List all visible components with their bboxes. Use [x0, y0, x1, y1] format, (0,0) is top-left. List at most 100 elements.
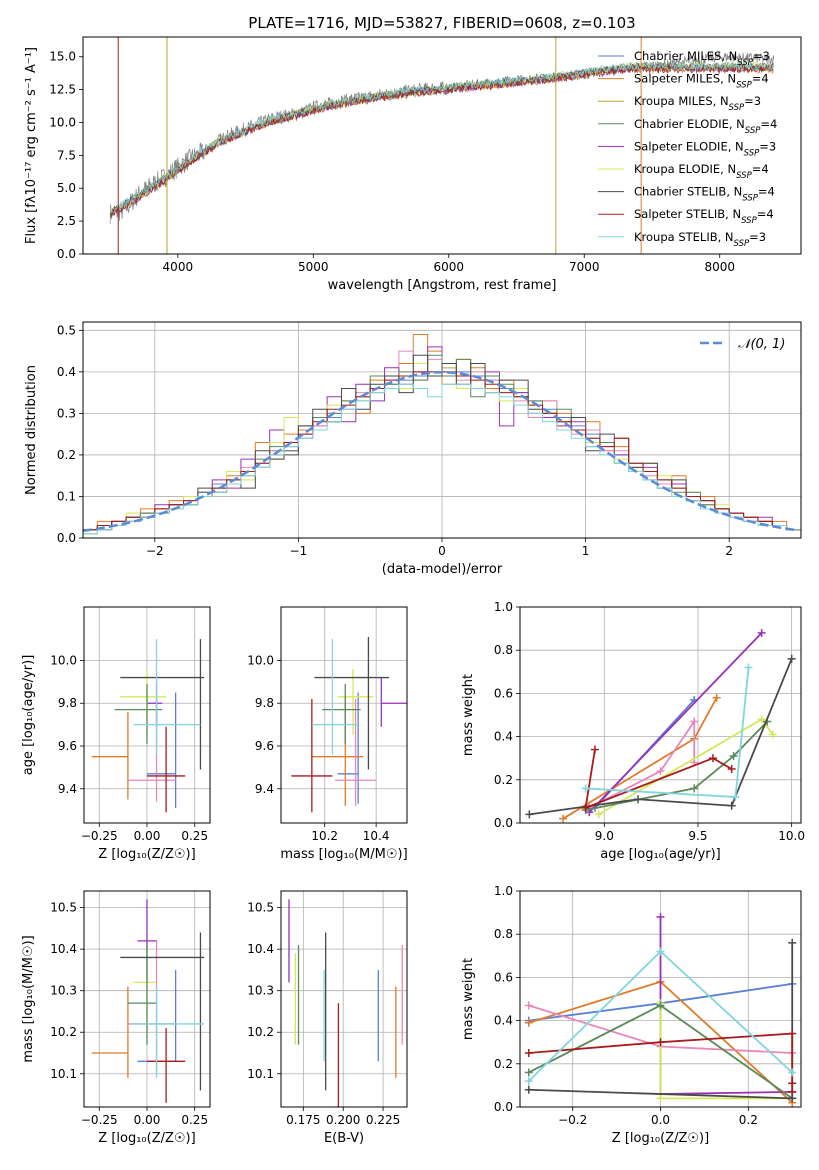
plot-area: [109, 37, 775, 254]
x-tick-label: 5000: [298, 260, 329, 274]
y-tick-label: 10.4: [247, 942, 274, 956]
panel-age_vs_Z: −0.25 0.00 0.25 9.4 9.6 9.8 10.0 Z [log₁₀(Z/Z☉)…: [21, 606, 211, 862]
weight-line: [659, 916, 793, 1095]
x-tick-label: −1: [290, 544, 308, 558]
legend-label: Salpeter ELODIE, NSSP=3: [634, 139, 776, 158]
y-tick-label: 10.0: [247, 653, 274, 667]
y-tick-label: 0.8: [494, 643, 513, 657]
legend-label: Salpeter MILES, NSSP=4: [634, 72, 769, 91]
y-tick-label: 10.0: [49, 115, 76, 129]
y-tick-label: 0.2: [494, 1057, 513, 1071]
y-tick-label: 2.5: [57, 214, 76, 228]
axes-frame: [82, 321, 802, 539]
y-axis-label: Normed distribution: [24, 365, 39, 495]
x-tick-label: 0.225: [366, 1113, 400, 1127]
x-tick-label: 10.0: [778, 829, 805, 843]
y-tick-label: 9.4: [255, 782, 274, 796]
x-axis-label: Z [log₁₀(Z/Z☉)]: [612, 1131, 709, 1146]
legend-label: 𝒩(0, 1): [738, 337, 785, 352]
plot-area: [91, 639, 205, 813]
x-tick-label: 10.2: [311, 829, 338, 843]
legend-label: Chabrier ELODIE, NSSP=4: [634, 117, 777, 136]
y-tick-label: 0.0: [57, 531, 76, 545]
normal-curve: [83, 371, 799, 532]
x-tick-label: −0.2: [558, 1113, 587, 1127]
x-tick-label: 4000: [163, 260, 194, 274]
y-tick-label: 0.6: [494, 970, 513, 984]
x-tick-label: 2: [725, 544, 733, 558]
x-tick-label: 8000: [704, 260, 735, 274]
y-tick-label: 10.5: [50, 901, 77, 915]
y-tick-label: 9.6: [58, 739, 77, 753]
y-tick-label: 0.0: [494, 1100, 513, 1114]
y-tick-label: 10.1: [247, 1067, 274, 1081]
x-tick-label: 0: [438, 544, 446, 558]
y-tick-label: 10.3: [50, 984, 77, 998]
y-axis-label: age [log₁₀(age/yr)]: [21, 655, 36, 776]
x-tick-label: 10.4: [363, 829, 390, 843]
x-tick-label: 9.5: [688, 829, 707, 843]
x-tick-label: 0.200: [326, 1113, 360, 1127]
x-tick-label: 0.175: [286, 1113, 320, 1127]
y-axis-label: mass weight: [461, 958, 476, 1040]
weight-line: [529, 658, 793, 816]
y-tick-label: 10.3: [247, 984, 274, 998]
y-tick-label: 0.0: [494, 816, 513, 830]
y-tick-label: 1.0: [494, 884, 513, 898]
x-axis-label: age [log₁₀(age/yr)]: [600, 847, 721, 862]
plot-area: [525, 628, 796, 823]
plot-area: [291, 636, 407, 813]
x-axis-label: wavelength [Angstrom, rest frame]: [328, 278, 557, 293]
x-tick-label: 0.0: [651, 1113, 670, 1127]
x-axis-label: Z [log₁₀(Z/Z☉)]: [98, 847, 195, 862]
x-tick-label: −2: [146, 544, 164, 558]
weight-line: [588, 718, 696, 809]
panel-weight_vs_Z: −0.2 0.0 0.2 0.0 0.2 0.4 0.6 0.8 1.0 Z [log₁₀(Z/Z…: [461, 884, 802, 1146]
x-axis-label: Z [log₁₀(Z/Z☉)]: [98, 1131, 195, 1146]
y-tick-label: 10.2: [50, 1025, 77, 1039]
legend-label: Chabrier STELIB, NSSP=4: [634, 185, 775, 204]
panel-mass_vs_ebv: 0.175 0.200 0.225 10.1 10.2 10.3 10.4 10.5 E(B-V…: [247, 890, 408, 1146]
y-tick-label: 9.8: [255, 696, 274, 710]
axes-frame: [280, 606, 408, 824]
y-tick-label: 0.4: [57, 365, 76, 379]
x-tick-label: −0.25: [81, 1113, 118, 1127]
x-tick-label: 9.0: [595, 829, 614, 843]
y-tick-label: 9.6: [255, 739, 274, 753]
panel-mass_vs_Z: −0.25 0.00 0.25 10.1 10.2 10.3 10.4 10.5 Z [log₁…: [21, 890, 211, 1146]
y-axis-label: Flux [fλ10⁻¹⁷ erg cm⁻² s⁻¹ A⁻¹]: [24, 47, 39, 244]
y-tick-label: 10.2: [247, 1025, 274, 1039]
y-tick-label: 10.5: [247, 901, 274, 915]
x-axis-label: mass [log₁₀(M/M☉)]: [280, 847, 407, 862]
y-tick-label: 15.0: [49, 50, 76, 64]
y-tick-label: 0.2: [57, 448, 76, 462]
x-tick-label: 0.00: [134, 1113, 161, 1127]
y-tick-label: 10.4: [50, 942, 77, 956]
plot-area: [83, 333, 801, 538]
model-spectrum-line: [109, 64, 774, 216]
x-tick-label: 0.25: [181, 1113, 208, 1127]
y-tick-label: 0.4: [494, 1014, 513, 1028]
y-tick-label: 9.8: [58, 696, 77, 710]
panel-age_vs_mass: 10.2 10.4 9.4 9.6 9.8 10.0 mass [log₁₀(M/M☉)]: [247, 606, 408, 862]
axes-frame: [82, 36, 802, 255]
plot-area: [524, 912, 797, 1107]
y-tick-label: 0.1: [57, 489, 76, 503]
y-tick-label: 12.5: [49, 83, 76, 97]
axes-frame: [83, 606, 211, 824]
axes-frame: [519, 606, 802, 824]
y-tick-label: 0.6: [494, 686, 513, 700]
legend-label: Kroupa STELIB, NSSP=3: [634, 230, 766, 249]
x-tick-label: 0.25: [181, 829, 208, 843]
axes-frame: [83, 890, 211, 1108]
model-spectrum-line: [110, 61, 774, 214]
y-tick-label: 5.0: [57, 181, 76, 195]
axes-frame: [519, 890, 802, 1108]
panel-residuals: −2 −1 0 1 2 0.0 0.1 0.2 0.3 0.4 0.5 (data-model)/er…: [24, 321, 802, 577]
y-tick-label: 10.0: [50, 653, 77, 667]
y-tick-label: 1.0: [494, 600, 513, 614]
weight-line: [584, 749, 733, 810]
y-axis-label: mass [log₁₀(M/M☉)]: [21, 935, 36, 1062]
